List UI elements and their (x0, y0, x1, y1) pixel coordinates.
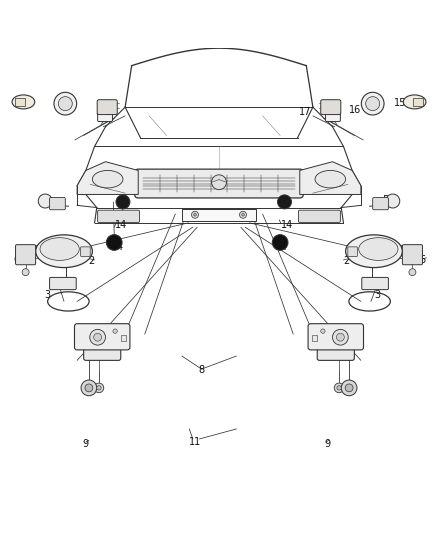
Circle shape (22, 269, 29, 276)
Circle shape (194, 213, 196, 216)
Circle shape (191, 211, 198, 218)
FancyBboxPatch shape (49, 277, 76, 289)
Text: 15: 15 (395, 98, 407, 108)
FancyBboxPatch shape (362, 277, 389, 289)
Circle shape (278, 195, 291, 209)
Text: 1: 1 (398, 246, 404, 256)
Text: 14: 14 (115, 220, 127, 230)
Ellipse shape (346, 235, 403, 268)
Circle shape (332, 329, 348, 345)
Ellipse shape (40, 238, 79, 261)
Text: 11: 11 (189, 438, 201, 448)
Circle shape (212, 175, 226, 190)
Text: 10: 10 (85, 335, 98, 345)
FancyBboxPatch shape (98, 210, 140, 222)
FancyBboxPatch shape (74, 324, 130, 350)
Text: 4: 4 (281, 242, 287, 252)
Text: 6: 6 (13, 255, 19, 265)
Circle shape (366, 96, 380, 111)
Circle shape (341, 380, 357, 395)
FancyBboxPatch shape (348, 247, 357, 256)
FancyBboxPatch shape (15, 245, 35, 265)
Ellipse shape (359, 238, 398, 261)
Text: 10: 10 (322, 335, 334, 345)
FancyBboxPatch shape (49, 198, 65, 210)
PathPatch shape (300, 161, 361, 195)
Circle shape (85, 384, 93, 392)
Text: 16: 16 (349, 105, 361, 115)
Bar (182, 209, 256, 221)
Text: 6: 6 (419, 255, 425, 265)
Text: 17: 17 (105, 107, 117, 117)
Circle shape (272, 235, 288, 251)
FancyBboxPatch shape (308, 324, 364, 350)
Circle shape (54, 92, 77, 115)
Text: 1: 1 (34, 246, 40, 256)
Circle shape (386, 194, 400, 208)
FancyBboxPatch shape (317, 345, 354, 360)
FancyBboxPatch shape (84, 345, 121, 360)
Text: 14: 14 (281, 220, 293, 230)
FancyBboxPatch shape (325, 111, 340, 122)
Circle shape (58, 96, 72, 111)
Circle shape (106, 235, 122, 251)
Circle shape (337, 386, 341, 390)
FancyBboxPatch shape (135, 169, 303, 198)
PathPatch shape (77, 161, 138, 195)
Text: 5: 5 (383, 195, 389, 205)
Circle shape (113, 329, 117, 333)
Text: 15: 15 (14, 98, 26, 108)
Circle shape (345, 384, 353, 392)
Bar (413, 98, 423, 106)
Text: 5: 5 (40, 195, 46, 205)
Text: 3: 3 (374, 290, 380, 300)
Ellipse shape (12, 95, 35, 109)
FancyBboxPatch shape (97, 100, 117, 115)
Circle shape (409, 269, 416, 276)
Circle shape (90, 329, 106, 345)
Bar (312, 335, 317, 341)
Circle shape (240, 211, 247, 218)
Circle shape (94, 333, 102, 341)
Text: 2: 2 (88, 256, 95, 266)
Circle shape (94, 383, 104, 393)
FancyBboxPatch shape (373, 198, 389, 210)
FancyBboxPatch shape (321, 100, 341, 115)
Ellipse shape (403, 95, 426, 109)
Ellipse shape (92, 171, 123, 188)
Circle shape (97, 386, 101, 390)
Text: 17: 17 (299, 107, 311, 117)
FancyBboxPatch shape (298, 210, 340, 222)
Circle shape (38, 194, 52, 208)
Text: 4: 4 (117, 242, 123, 252)
Text: 3: 3 (45, 290, 51, 300)
Circle shape (361, 92, 384, 115)
Circle shape (336, 333, 344, 341)
Circle shape (81, 380, 97, 395)
Text: 9: 9 (82, 439, 88, 449)
FancyBboxPatch shape (98, 111, 113, 122)
Text: 8: 8 (198, 366, 205, 375)
FancyBboxPatch shape (403, 245, 423, 265)
Circle shape (116, 195, 130, 209)
Bar (15, 98, 25, 106)
Text: 2: 2 (343, 256, 350, 266)
Circle shape (334, 383, 344, 393)
Text: 16: 16 (59, 105, 71, 115)
Bar (121, 335, 126, 341)
FancyBboxPatch shape (81, 247, 90, 256)
Circle shape (321, 329, 325, 333)
Text: 9: 9 (324, 439, 330, 449)
Ellipse shape (315, 171, 346, 188)
Circle shape (242, 213, 244, 216)
Ellipse shape (35, 235, 92, 268)
